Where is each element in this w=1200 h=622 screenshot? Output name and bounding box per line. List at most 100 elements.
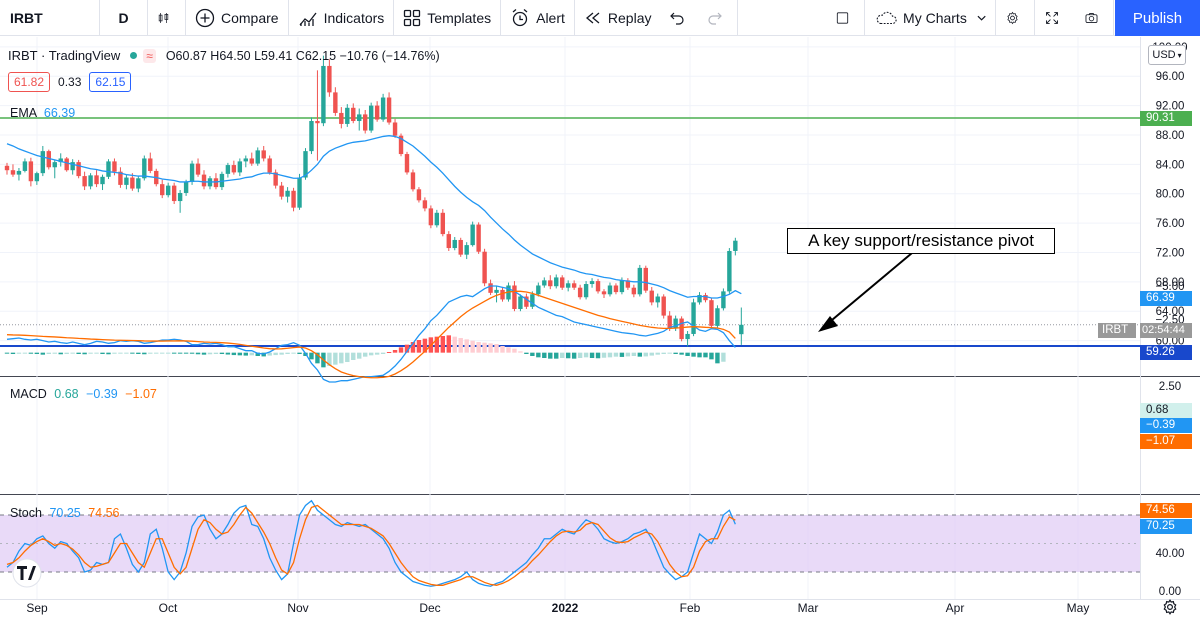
candle-body	[357, 114, 362, 122]
alert-button[interactable]: Alert	[501, 0, 575, 36]
candle-body	[237, 161, 243, 173]
candle-body	[404, 154, 410, 173]
macd-histogram-bar	[542, 352, 547, 358]
currency-dropdown[interactable]: USD ▾	[1148, 45, 1186, 65]
macd-histogram-bar	[213, 352, 219, 354]
ema-legend[interactable]: EMA 66.39	[10, 106, 75, 120]
macd-histogram-bar	[506, 347, 511, 353]
interval-button[interactable]: D	[100, 0, 148, 36]
candles-icon	[158, 12, 169, 23]
candle-body	[46, 151, 51, 168]
undo-button[interactable]	[661, 0, 699, 36]
candle-body	[4, 165, 10, 171]
stoch-d-line	[6, 504, 736, 586]
publish-button[interactable]: Publish	[1115, 0, 1200, 36]
countdown-tag: 02:54:44	[1140, 323, 1192, 338]
macd-legend[interactable]: MACD 0.68 −0.39 −1.07	[10, 387, 157, 401]
candle-body	[261, 150, 266, 159]
indicators-button[interactable]: Indicators	[289, 0, 395, 36]
ema-line	[6, 135, 742, 299]
macd-signal-value: −1.07	[125, 387, 157, 401]
macd-histogram-bar	[327, 352, 332, 366]
candle-body	[243, 158, 248, 162]
candle-body	[52, 162, 57, 168]
ohlc-values: O60.87 H64.50 L59.41 C62.15 −10.76 (−14.…	[165, 48, 440, 63]
candle-body	[88, 175, 93, 187]
symbol-search-button[interactable]: IRBT	[0, 0, 100, 36]
gear-icon	[1007, 11, 1018, 24]
candle-body	[28, 161, 34, 182]
indicators-label: Indicators	[323, 9, 385, 26]
candle-body	[548, 280, 553, 287]
macd-histogram-bar	[476, 342, 481, 353]
macd-histogram-bar	[64, 352, 69, 354]
logo-badge	[12, 558, 42, 588]
templates-button[interactable]: Templates	[394, 0, 502, 36]
time-axis-label: Oct	[159, 601, 178, 615]
macd-histogram-bar	[691, 352, 696, 357]
bid-button[interactable]: 61.82	[8, 72, 51, 92]
macd-histogram-bar	[46, 352, 51, 354]
macd-histogram-bar	[673, 352, 678, 354]
macd-histogram-bar	[374, 352, 380, 355]
macd-histogram-bar	[554, 352, 559, 359]
candle-body	[560, 277, 565, 288]
candle-body	[607, 285, 613, 295]
time-axis-label: Mar	[798, 601, 819, 615]
macd-histogram-bar	[285, 352, 290, 354]
macd-histogram-bar	[398, 347, 404, 353]
macd-histogram-bar	[560, 352, 565, 358]
redo-button[interactable]	[699, 0, 738, 36]
annotation-callout[interactable]: A key support/resistance pivot	[787, 228, 1055, 254]
macd-histogram-bar	[160, 352, 165, 354]
candle-body	[416, 189, 422, 201]
macd-hist-value: 0.68	[54, 387, 79, 401]
candle-body	[380, 97, 386, 120]
candle-body	[291, 190, 296, 208]
price-axis-label: 72.00	[1156, 247, 1185, 259]
candle-body	[124, 177, 129, 185]
macd-histogram-bar	[70, 352, 75, 354]
candle-body	[661, 296, 666, 316]
candle-body	[219, 173, 225, 188]
stoch-legend[interactable]: Stoch 70.25 74.56	[10, 506, 120, 520]
candle-body	[709, 300, 714, 326]
macd-histogram-bar	[363, 352, 368, 357]
chart-settings-button[interactable]	[1162, 599, 1178, 620]
macd-histogram-bar	[171, 352, 177, 354]
candle-body	[16, 170, 22, 175]
chart-type-button[interactable]	[148, 0, 186, 36]
candle-body	[500, 289, 505, 300]
my-charts-label: My Charts	[903, 9, 967, 26]
candle-body	[625, 280, 631, 288]
macd-histogram-bar	[410, 342, 416, 353]
settings-button[interactable]	[997, 0, 1035, 36]
main-legend: IRBT · TradingView ≈ O60.87 H64.50 L59.4…	[8, 48, 440, 63]
candle-body	[536, 285, 541, 295]
candle-body	[303, 151, 308, 178]
macd-histogram-bar	[607, 352, 613, 358]
fullscreen-button[interactable]	[1036, 0, 1074, 36]
price-axis-label: 76.00	[1156, 218, 1185, 230]
compare-button[interactable]: Compare	[186, 0, 289, 36]
macd-histogram-bar	[703, 352, 708, 358]
candle-body	[685, 333, 690, 340]
macd-histogram-bar	[380, 352, 386, 354]
snapshot-button[interactable]	[1076, 0, 1114, 36]
replay-button[interactable]: Replay	[575, 0, 661, 36]
ask-button[interactable]: 62.15	[89, 72, 132, 92]
my-charts-button[interactable]: My Charts	[866, 0, 996, 36]
candle-body	[297, 177, 302, 208]
time-axis-label: Apr	[946, 601, 965, 615]
macd-histogram-bar	[583, 352, 589, 358]
candle-body	[112, 161, 117, 172]
candle-body	[285, 190, 290, 197]
macd-histogram-bar	[595, 352, 601, 359]
candle-body	[231, 165, 237, 173]
candle-body	[76, 162, 81, 177]
macd-histogram-bar	[201, 352, 207, 355]
layout-button[interactable]	[827, 0, 865, 36]
candle-body	[577, 287, 583, 298]
candle-body	[148, 158, 153, 171]
